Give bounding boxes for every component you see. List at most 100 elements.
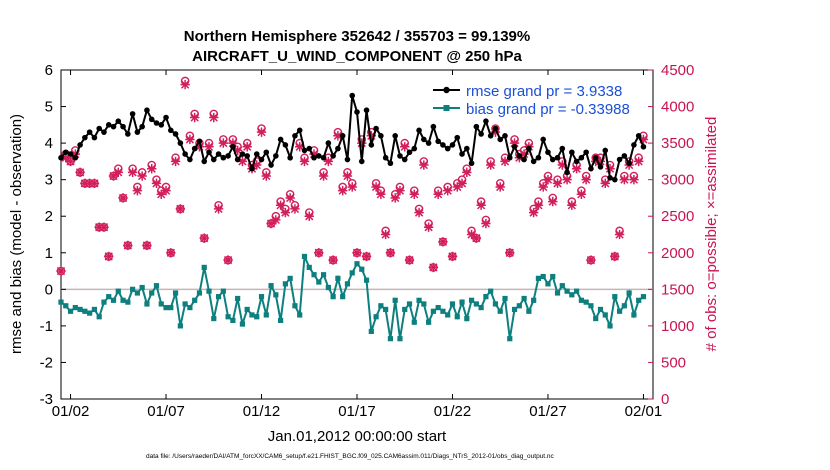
obs-assimilated-marker: [314, 248, 324, 258]
obs-assimilated-marker: [70, 149, 81, 159]
biasline-point: [72, 305, 78, 311]
obs-assimilated-marker: [271, 215, 281, 225]
y2-tick-label: 1000: [661, 318, 694, 335]
rmseline-point: [239, 151, 246, 157]
rmseline-point: [220, 154, 227, 161]
rmseline-point: [602, 147, 609, 154]
x-tick-label: 01/22: [434, 403, 472, 420]
obs-assimilated-marker: [423, 222, 434, 232]
obs-assimilated-marker: [595, 156, 606, 167]
rmseline-point: [635, 133, 642, 139]
obs-assimilated-marker: [600, 178, 610, 189]
x-axis-label: Jan.01,2012 00:00:00 start: [268, 428, 447, 445]
rmseline-point: [516, 153, 523, 159]
obs-assimilated-marker: [323, 156, 334, 167]
rmseline-point: [607, 175, 613, 181]
x-tick-label: 01/17: [338, 403, 376, 420]
biasline-point: [320, 272, 327, 278]
biasline-point: [125, 299, 131, 305]
obs-assimilated-marker: [342, 171, 353, 181]
obs-assimilated-marker: [485, 160, 496, 170]
biasline-point: [177, 323, 183, 329]
rmseline-point: [296, 127, 303, 134]
obs-assimilated-marker: [89, 178, 100, 189]
biasline-point: [602, 312, 608, 318]
rmseline-point: [430, 123, 437, 130]
rmseline-point: [110, 123, 117, 130]
biasline-point: [402, 306, 408, 313]
y-tick-label: 3: [45, 172, 53, 189]
obs-assimilated-marker: [395, 185, 405, 196]
rmseline-point: [72, 154, 79, 161]
rmseline-point: [139, 123, 145, 130]
obs-assimilated-marker: [519, 149, 529, 159]
rmseline-point: [58, 154, 64, 161]
rmseline-point: [631, 142, 637, 148]
obs-assimilated-marker: [605, 164, 615, 174]
biasline-point: [144, 301, 150, 307]
obs-assimilated-marker: [333, 131, 343, 141]
rmseline-point: [215, 151, 222, 157]
biasline-point: [340, 294, 346, 300]
obs-assimilated-marker: [428, 262, 439, 273]
obs-assimilated-marker: [476, 200, 486, 210]
biasline-point: [77, 306, 83, 313]
biasline-point: [273, 292, 279, 298]
rmseline-point: [129, 111, 136, 117]
rmseline-point: [306, 145, 313, 152]
obs-assimilated-marker: [304, 211, 314, 221]
obs-assimilated-marker: [175, 204, 186, 214]
obs-assimilated-marker: [495, 182, 505, 192]
biasline-point: [540, 273, 546, 280]
rmseline-point: [511, 143, 518, 150]
biasline-point: [368, 328, 374, 334]
rmseline-point: [478, 131, 484, 137]
y-tick-label: -2: [40, 354, 53, 371]
rmseline-point: [597, 164, 604, 170]
biasline-point: [153, 283, 160, 289]
rmseline-point: [559, 145, 566, 152]
rmseline-point: [373, 125, 379, 132]
biasline-point: [91, 306, 98, 313]
obs-assimilated-marker: [170, 156, 181, 167]
rmseline-point: [120, 123, 126, 130]
obs-assimilated-marker: [457, 178, 467, 189]
biasline-point: [130, 286, 136, 292]
obs-assimilated-marker: [84, 178, 95, 189]
legend-bias-marker: [443, 105, 450, 111]
biasline-point: [468, 297, 475, 303]
rmseline-point: [335, 145, 341, 152]
obs-assimilated-marker: [400, 142, 410, 152]
obs-assimilated-marker: [548, 196, 558, 207]
biasline-point: [626, 290, 632, 296]
obs-assimilated-marker: [142, 240, 152, 251]
rmseline-point: [468, 160, 475, 167]
y2-tick-label: 4500: [661, 62, 694, 79]
biasline-point: [349, 270, 355, 276]
rmseline-point: [148, 116, 155, 123]
obs-assimilated-marker: [633, 156, 644, 167]
rmseline-point: [588, 165, 594, 172]
rmseline-point: [497, 136, 504, 143]
obs-assimilated-marker: [180, 79, 190, 90]
biasline-point: [244, 306, 250, 313]
y-axis-left: -3 -2 -1 0 1 2 3 4 5 6: [40, 62, 66, 408]
rmseline-point: [344, 156, 351, 163]
obs-assimilated-marker: [409, 189, 419, 199]
biasline-point: [282, 281, 288, 287]
rmseline-point: [206, 149, 212, 156]
biasline-point: [182, 301, 188, 307]
obs-assimilated-marker: [113, 167, 123, 178]
x-tick-label: 01/12: [243, 403, 281, 420]
obs-assimilated-marker: [610, 251, 620, 262]
obs-assimilated-marker: [366, 131, 377, 141]
biasline-point: [545, 281, 551, 287]
biasline-point: [612, 294, 618, 300]
legend-rmse-label: rmse grand pr = 3.9338: [466, 83, 622, 100]
biasline-point: [292, 303, 298, 309]
biasline-point: [426, 319, 432, 325]
biasline-point: [435, 305, 441, 311]
rmseline-point: [182, 151, 188, 157]
obs-assimilated-marker: [586, 255, 596, 265]
